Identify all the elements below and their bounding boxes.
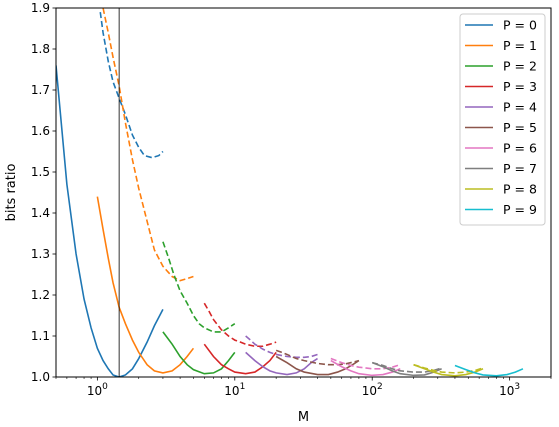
series-4-solid-line bbox=[245, 351, 318, 376]
series-8-dashed-line bbox=[413, 363, 484, 374]
y-tick-label-8: 1.8 bbox=[31, 42, 50, 56]
y-tick-label-0: 1.0 bbox=[31, 370, 50, 384]
y-tick-label-5: 1.5 bbox=[31, 165, 50, 179]
legend-label-0: P = 0 bbox=[503, 18, 537, 33]
series-1-solid-line bbox=[96, 196, 195, 374]
x-axis-label: M bbox=[298, 410, 309, 425]
legend-label-6: P = 6 bbox=[503, 141, 537, 156]
y-tick-label-1: 1.1 bbox=[31, 329, 50, 343]
y-tick-label-4: 1.4 bbox=[31, 206, 50, 220]
legend-label-9: P = 9 bbox=[503, 202, 537, 217]
series-6-dashed-line bbox=[330, 357, 401, 370]
series-3-solid-line bbox=[203, 343, 277, 375]
series-0-solid-line bbox=[56, 65, 164, 377]
y-tick-label-6: 1.6 bbox=[31, 124, 50, 138]
series-7-solid-line bbox=[371, 361, 442, 377]
legend-label-5: P = 5 bbox=[503, 120, 537, 135]
y-axis-label: bits ratio bbox=[4, 164, 19, 222]
series-layer bbox=[56, 8, 524, 377]
y-tick-label-2: 1.2 bbox=[31, 288, 50, 302]
series-6-solid-line bbox=[330, 359, 401, 377]
legend-label-7: P = 7 bbox=[503, 161, 537, 176]
y-tick-label-9: 1.9 bbox=[31, 1, 50, 15]
legend-label-1: P = 1 bbox=[503, 38, 537, 53]
series-7-dashed-line bbox=[372, 361, 442, 373]
legend-label-2: P = 2 bbox=[503, 59, 537, 74]
series-5-dashed-line bbox=[275, 349, 360, 366]
series-9-solid-line bbox=[454, 364, 524, 377]
series-5-solid-line bbox=[275, 355, 360, 376]
series-2-dashed-line bbox=[162, 241, 236, 333]
legend-label-8: P = 8 bbox=[503, 182, 537, 197]
plot-frame bbox=[55, 7, 552, 378]
y-tick-label-7: 1.7 bbox=[31, 83, 50, 97]
legend-label-3: P = 3 bbox=[503, 79, 537, 94]
series-4-dashed-line bbox=[245, 335, 318, 359]
legend-label-4: P = 4 bbox=[503, 100, 537, 115]
series-2-solid-line bbox=[162, 331, 236, 375]
legend: P = 0 P = 1 P = 2 P = 3 P = 4 P = 5 P = 6 P = 7… bbox=[459, 13, 546, 226]
series-1-dashed-line bbox=[102, 8, 194, 282]
y-tick-label-3: 1.3 bbox=[31, 247, 50, 261]
